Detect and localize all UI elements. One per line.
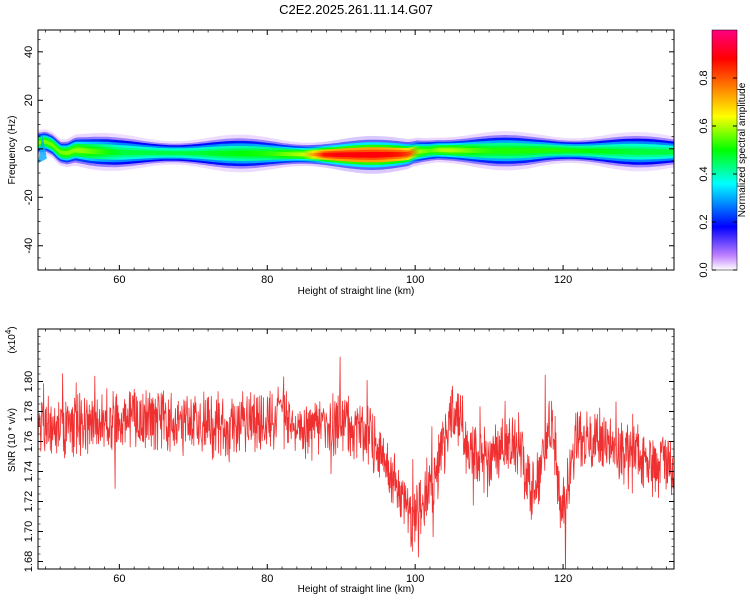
snr-x-tick-label: 100: [406, 573, 424, 585]
snr-y-tick-label: 1.70: [23, 521, 35, 542]
spectrogram-band: [38, 139, 674, 158]
snr-y-tick-label: 1.74: [23, 461, 35, 482]
colorbar-tick-label: 0.6: [698, 118, 710, 133]
colorbar-tick-label: 0.2: [698, 214, 710, 229]
spectrogram-y-tick-label: 20: [23, 94, 35, 106]
spectrogram-x-label: Height of straight line (km): [298, 286, 415, 297]
spectrogram-y-tick-label: -20: [23, 189, 35, 205]
colorbar-label: Normalized spectral amplitude: [737, 82, 748, 217]
snr-y-tick-label: 1.76: [23, 431, 35, 452]
spectrogram-y-tick-label: 0: [23, 146, 35, 152]
colorbar-tick-label: 0.0: [698, 262, 710, 277]
colorbar-tick-label: 0.4: [698, 166, 710, 181]
chart-title: C2E2.2025.261.11.14.G07: [279, 2, 433, 17]
snr-y-tick-label: 1.72: [23, 491, 35, 512]
spectrogram-y-label: Frequency (Hz): [7, 116, 18, 185]
snr-y-tick-label: 1.68: [23, 551, 35, 572]
spectrogram-x-tick-label: 100: [406, 274, 424, 286]
colorbar-gradient: [711, 29, 738, 271]
snr-y-tick-label: 1.80: [23, 371, 35, 392]
spectrogram-y-tick-label: 40: [23, 46, 35, 58]
snr-scale-label: (x104): [4, 326, 18, 353]
snr-x-label: Height of straight line (km): [298, 584, 415, 595]
spectrogram-x-tick-label: 80: [261, 274, 273, 286]
spectrogram-y-tick-label: -40: [23, 238, 35, 254]
snr-x-tick-label: 120: [554, 573, 572, 585]
spectrogram-x-tick-label: 60: [113, 274, 125, 286]
snr-y-label: SNR (10 * v/v): [7, 408, 18, 472]
colorbar-tick-label: 0.8: [698, 70, 710, 85]
spectrogram-x-tick-label: 120: [554, 274, 572, 286]
snr-panel: 60 80 100 120 1.681.701.721.741.761.781.80 …: [4, 326, 675, 595]
snr-series-line: [38, 356, 674, 569]
snr-y-tick-label: 1.78: [23, 401, 35, 422]
snr-x-tick-label: 80: [261, 573, 273, 585]
colorbar: 0.0 0.2 0.4 0.6 0.8 Normalized spectral ampl…: [698, 29, 748, 278]
snr-x-tick-label: 60: [113, 573, 125, 585]
spectrogram-panel: 60 80 100 120 40 20 0 -20 -40 Height of straigh…: [7, 29, 675, 297]
